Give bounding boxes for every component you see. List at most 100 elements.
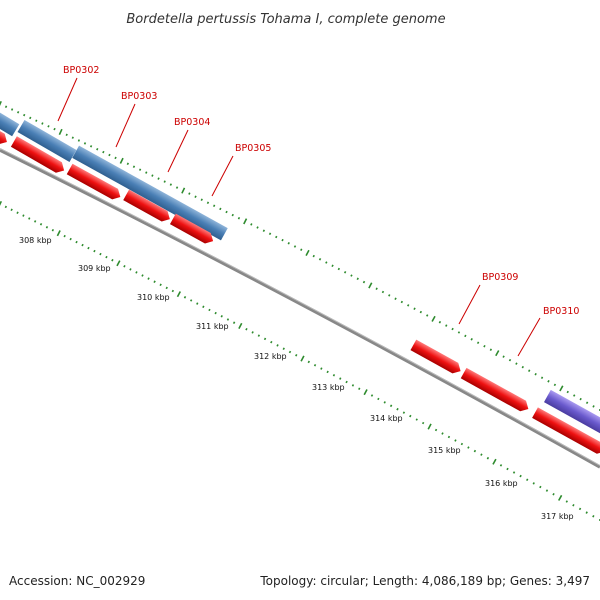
scale-tick (419, 310, 423, 314)
scale-tick (508, 358, 512, 362)
gene-label[interactable]: BP0302 (63, 65, 99, 76)
scale-tick (331, 264, 334, 268)
scale-tick (53, 127, 56, 131)
cds-arrow[interactable] (123, 189, 173, 225)
cds-arrow[interactable] (169, 213, 216, 247)
tick-label: 312 kbp (254, 352, 287, 361)
gene-feature[interactable] (72, 145, 228, 241)
tick-label: 311 kbp (196, 322, 229, 331)
gene-labels: BP0302 BP0303 BP0304 BP0305 BP0309 BP031… (63, 65, 579, 317)
gene-label[interactable]: BP0309 (482, 272, 518, 283)
scale-tick (447, 435, 451, 439)
gene-label[interactable]: BP0303 (121, 91, 157, 102)
scale-tick (592, 515, 595, 518)
tick-labels: 308 kbp 309 kbp 310 kbp 311 kbp 312 kbp … (19, 236, 574, 521)
tick-label: 317 kbp (541, 512, 574, 521)
scale-tick (123, 265, 126, 268)
leader-line (458, 284, 481, 325)
scale-tick (434, 428, 438, 432)
scale-tick (275, 235, 278, 239)
scale-tick (77, 139, 81, 142)
scale-tick (29, 116, 32, 120)
scale-tick (585, 511, 588, 514)
scale-tick (108, 153, 111, 157)
scale-tick (243, 218, 248, 225)
scale-tick (559, 385, 564, 392)
scale-tick (351, 384, 355, 387)
scale-tick (58, 128, 63, 136)
scale-tick (388, 294, 391, 297)
scale-tick (163, 180, 166, 183)
scale-tick (28, 217, 31, 220)
scale-tick (521, 365, 524, 369)
scale-tick (438, 320, 442, 324)
other-feature[interactable] (543, 389, 600, 437)
scale-tick (10, 208, 13, 212)
scale-tick (421, 421, 425, 425)
leader-line (115, 103, 136, 148)
cds-arrow[interactable] (66, 163, 124, 203)
scale-tick (220, 315, 223, 318)
scale-tick (238, 322, 243, 329)
scale-tick (202, 305, 205, 309)
tick-label: 313 kbp (312, 383, 345, 392)
scale-tick (409, 414, 412, 418)
scale-tick (208, 308, 211, 312)
accession-text: Accession: NC_002929 (9, 574, 145, 588)
scale-tick (270, 340, 273, 344)
gene-label[interactable]: BP0305 (235, 143, 271, 154)
scale-tick (572, 503, 575, 507)
scale-tick (71, 136, 74, 139)
scale-tick (407, 304, 410, 307)
scale-tick (35, 119, 38, 122)
scale-tick (370, 394, 374, 397)
scale-tick (153, 280, 156, 283)
genome-backbone-highlight (0, 148, 600, 466)
cds-arrow[interactable] (460, 367, 532, 414)
scale-tick (489, 348, 493, 351)
scale-tick (495, 350, 500, 357)
scale-tick (300, 355, 305, 362)
scale-tick (93, 249, 96, 253)
scale-tick (464, 334, 467, 338)
scale-tick (288, 350, 292, 354)
scale-tick (573, 394, 576, 397)
cds-arrow[interactable] (0, 127, 10, 147)
scale-tick (515, 362, 518, 365)
scale-tick (116, 260, 121, 267)
scale-tick (526, 478, 529, 482)
scale-tick (499, 464, 503, 467)
scale-tick (225, 210, 228, 214)
scale-tick (592, 405, 595, 408)
scale-tick (268, 232, 272, 236)
scale-tick (119, 157, 124, 164)
scale-tick (358, 387, 361, 390)
gene-feature[interactable] (0, 105, 20, 137)
scale-tick (33, 220, 37, 223)
cds-arrow[interactable] (532, 407, 600, 456)
gene-feature[interactable] (17, 119, 77, 163)
scale-tick (396, 407, 399, 411)
scale-tick (389, 404, 393, 408)
gene-label[interactable]: BP0310 (543, 306, 579, 317)
scale-tick (445, 324, 448, 327)
scale-tick (196, 302, 199, 305)
cds-arrow[interactable] (10, 136, 67, 175)
scale-tick (102, 150, 105, 154)
gene-label[interactable]: BP0304 (174, 117, 210, 128)
scale-tick (320, 367, 323, 370)
scale-tick (381, 290, 385, 294)
scale-tick (486, 456, 490, 460)
scale-tick (232, 321, 236, 324)
scale-tick (226, 318, 230, 321)
scale-tick (41, 122, 44, 125)
scale-tick (427, 423, 432, 430)
scale-tick (565, 500, 568, 503)
scale-tick (23, 113, 26, 117)
scale-tick (181, 187, 186, 194)
scale-tick (151, 174, 154, 177)
cds-arrow[interactable] (410, 339, 463, 377)
scale-tick (312, 254, 315, 258)
scale-tick (585, 401, 589, 405)
